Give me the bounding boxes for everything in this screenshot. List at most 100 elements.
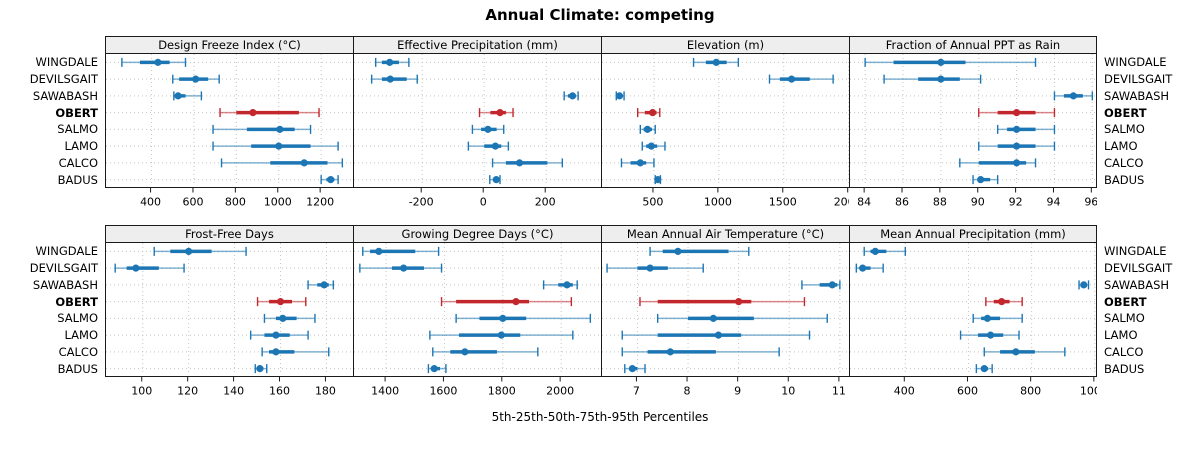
x-axis-svg: 400 600 800 1000 1200 [105,188,353,218]
svg-text:400: 400 [894,385,915,398]
svg-text:800: 800 [225,196,246,209]
panel-effective-precipitation: Effective Precipitation (mm) -200 0 200 [353,36,602,218]
chart-title: Annual Climate: competing [485,6,715,24]
station-label-calco: CALCO [1104,344,1144,359]
svg-text:90: 90 [971,196,985,209]
svg-text:200: 200 [535,196,556,209]
plot-area-svg [353,54,602,188]
x-axis-svg: -200 0 200 [353,188,601,218]
panel-growing-degree-days: Growing Degree Days (°C) 1400 1600 1800 200… [353,225,602,407]
strip-header: Design Freeze Index (°C) [105,36,353,54]
x-axis-svg: 84 86 88 90 92 94 96 [849,188,1097,218]
panel-elevation: Elevation (m) 500 1000 1500 2000 [601,36,850,218]
station-label-lamo: LAMO [64,139,98,154]
svg-text:600: 600 [957,385,978,398]
station-labels-right-row2: WINGDALE DEVILSGAIT SAWABASH OBERT SALMO LAMO… [1097,225,1200,407]
svg-text:1000: 1000 [704,196,732,209]
station-label-obert: OBERT [1104,294,1147,309]
station-label-obert: OBERT [55,294,98,309]
panel-mean-annual-precipitation: Mean Annual Precipitation (mm) 400 600 800… [849,225,1098,407]
station-label-lamo: LAMO [64,328,98,343]
station-label-obert: OBERT [1104,105,1147,120]
station-label-obert: OBERT [55,105,98,120]
strip-header: Mean Annual Precipitation (mm) [849,225,1097,243]
station-label-devilsgait: DEVILSGAIT [29,261,98,276]
x-axis-svg: 7 8 9 10 11 [601,377,849,407]
station-label-salmo: SALMO [57,311,98,326]
station-label-sawabash: SAWABASH [1104,277,1170,292]
station-label-badus: BADUS [57,361,98,376]
station-label-wingdale: WINGDALE [35,55,98,70]
svg-text:94: 94 [1046,196,1060,209]
station-label-sawabash: SAWABASH [1104,88,1170,103]
station-labels-left-row2: WINGDALE DEVILSGAIT SAWABASH OBERT SALMO LAMO… [0,225,105,407]
svg-text:180: 180 [315,385,336,398]
svg-text:1000: 1000 [1080,385,1097,398]
svg-text:1500: 1500 [769,196,797,209]
panel-row-2: WINGDALE DEVILSGAIT SAWABASH OBERT SALMO LAMO… [0,225,1200,407]
strip-header: Growing Degree Days (°C) [353,225,601,243]
svg-text:160: 160 [269,385,290,398]
plot-area-svg [601,243,850,377]
svg-text:2000: 2000 [834,196,849,209]
plot-area-svg [105,243,354,377]
station-label-devilsgait: DEVILSGAIT [29,72,98,87]
svg-text:1600: 1600 [429,385,457,398]
station-label-salmo: SALMO [1104,311,1145,326]
svg-text:88: 88 [933,196,947,209]
svg-text:500: 500 [642,196,663,209]
station-label-lamo: LAMO [1104,139,1138,154]
svg-text:1200: 1200 [306,196,334,209]
svg-text:92: 92 [1009,196,1023,209]
strip-header: Effective Precipitation (mm) [353,36,601,54]
station-label-wingdale: WINGDALE [35,244,98,259]
station-label-badus: BADUS [1104,172,1145,187]
svg-text:9: 9 [734,385,741,398]
station-label-wingdale: WINGDALE [1104,55,1167,70]
svg-text:8: 8 [684,385,691,398]
panel-frost-free-days: Frost-Free Days 100 120 140 160 180 [105,225,354,407]
svg-text:100: 100 [131,385,152,398]
strip-header: Fraction of Annual PPT as Rain [849,36,1097,54]
strip-header: Elevation (m) [601,36,849,54]
svg-text:400: 400 [140,196,161,209]
svg-text:-200: -200 [409,196,434,209]
x-axis-svg: 1400 1600 1800 2000 [353,377,601,407]
svg-text:800: 800 [1020,385,1041,398]
station-labels-right-row1: WINGDALE DEVILSGAIT SAWABASH OBERT SALMO LAMO… [1097,36,1200,218]
panel-design-freeze-index: Design Freeze Index (°C) 400 600 800 1000 12… [105,36,354,218]
station-label-salmo: SALMO [1104,122,1145,137]
svg-text:0: 0 [480,196,487,209]
station-label-devilsgait: DEVILSGAIT [1104,72,1173,87]
station-label-lamo: LAMO [1104,328,1138,343]
svg-text:96: 96 [1084,196,1097,209]
svg-text:11: 11 [832,385,846,398]
station-label-sawabash: SAWABASH [32,277,98,292]
station-labels-left-row1: WINGDALE DEVILSGAIT SAWABASH OBERT SALMO LAMO… [0,36,105,218]
station-label-calco: CALCO [1104,155,1144,170]
plot-area-svg [105,54,354,188]
plot-area-svg [353,243,602,377]
panel-row-1: WINGDALE DEVILSGAIT SAWABASH OBERT SALMO LAMO… [0,36,1200,218]
svg-text:86: 86 [895,196,909,209]
svg-text:120: 120 [177,385,198,398]
x-axis-svg: 400 600 800 1000 [849,377,1097,407]
station-label-wingdale: WINGDALE [1104,244,1167,259]
x-axis-svg: 500 1000 1500 2000 [601,188,849,218]
station-label-badus: BADUS [57,172,98,187]
station-label-salmo: SALMO [57,122,98,137]
plot-area-svg [849,243,1098,377]
station-label-sawabash: SAWABASH [32,88,98,103]
station-label-calco: CALCO [58,344,98,359]
station-label-calco: CALCO [58,155,98,170]
svg-text:600: 600 [182,196,203,209]
svg-text:140: 140 [223,385,244,398]
x-axis-caption: 5th-25th-50th-75th-95th Percentiles [491,410,709,424]
svg-text:10: 10 [781,385,795,398]
svg-text:1000: 1000 [264,196,292,209]
x-axis-svg: 100 120 140 160 180 [105,377,353,407]
station-label-devilsgait: DEVILSGAIT [1104,261,1173,276]
strip-header: Mean Annual Air Temperature (°C) [601,225,849,243]
svg-text:1400: 1400 [371,385,399,398]
